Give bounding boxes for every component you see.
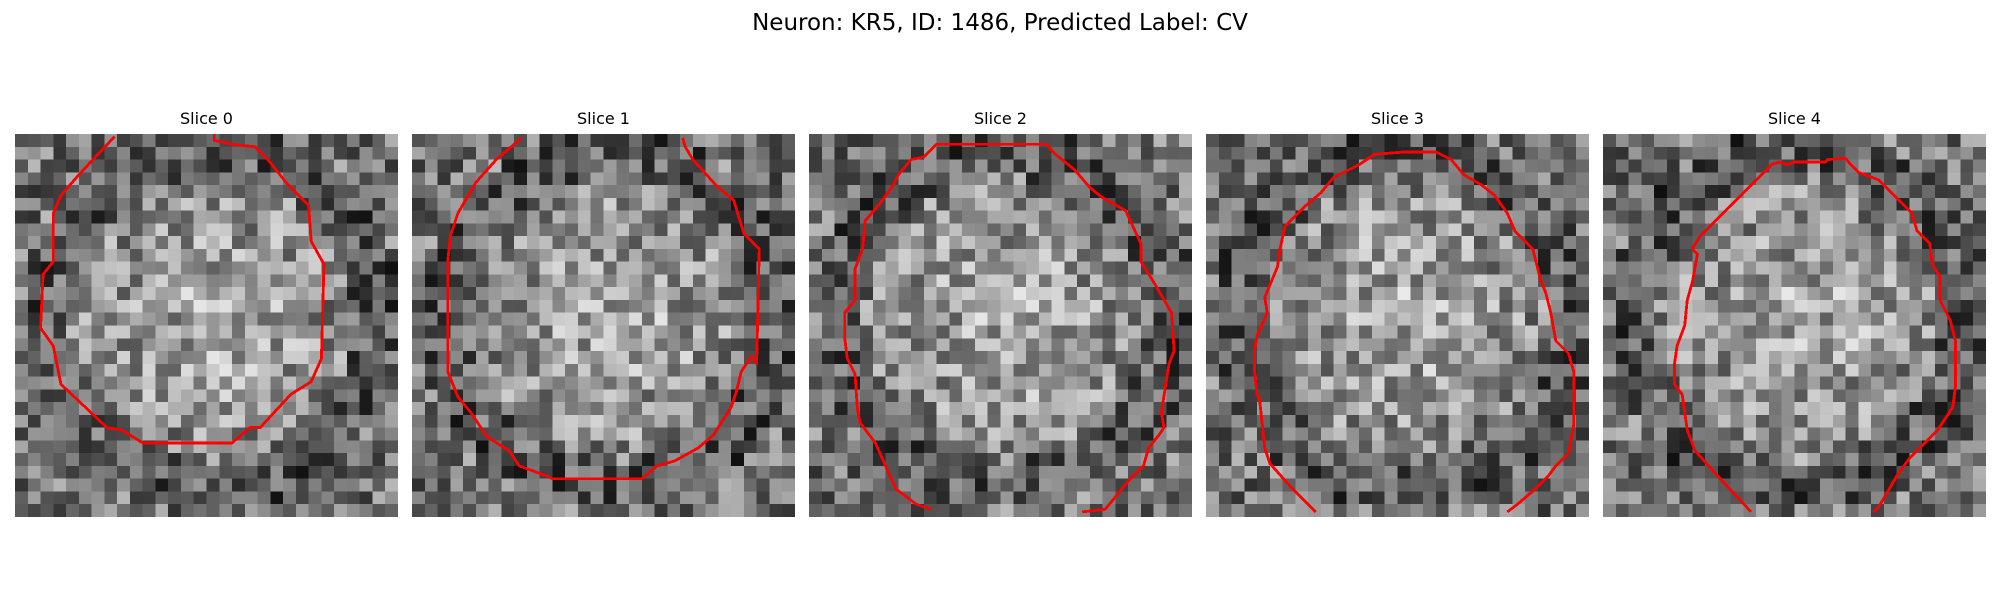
roi-contour bbox=[39, 134, 326, 445]
slice-image bbox=[809, 134, 1192, 517]
figure-title: Neuron: KR5, ID: 1486, Predicted Label: … bbox=[752, 10, 1248, 36]
slice-panel-2: Slice 2 bbox=[809, 108, 1192, 520]
roi-contour bbox=[843, 142, 1176, 514]
slice-title: Slice 0 bbox=[180, 109, 233, 128]
roi-contour bbox=[446, 136, 761, 481]
slice-panel-4: Slice 4 bbox=[1603, 108, 1986, 520]
slice-title: Slice 3 bbox=[1371, 109, 1424, 128]
slice-title: Slice 2 bbox=[974, 109, 1027, 128]
roi-contour bbox=[1253, 150, 1576, 514]
slice-image bbox=[1206, 134, 1589, 517]
roi-contour bbox=[1673, 156, 1957, 513]
slice-panel-0: Slice 0 bbox=[15, 108, 398, 520]
slice-image bbox=[15, 134, 398, 517]
slice-image bbox=[1603, 134, 1986, 517]
slice-title: Slice 1 bbox=[577, 109, 630, 128]
slice-image bbox=[412, 134, 795, 517]
slice-title: Slice 4 bbox=[1768, 109, 1821, 128]
slice-panel-1: Slice 1 bbox=[412, 108, 795, 520]
slice-panel-3: Slice 3 bbox=[1206, 108, 1589, 520]
